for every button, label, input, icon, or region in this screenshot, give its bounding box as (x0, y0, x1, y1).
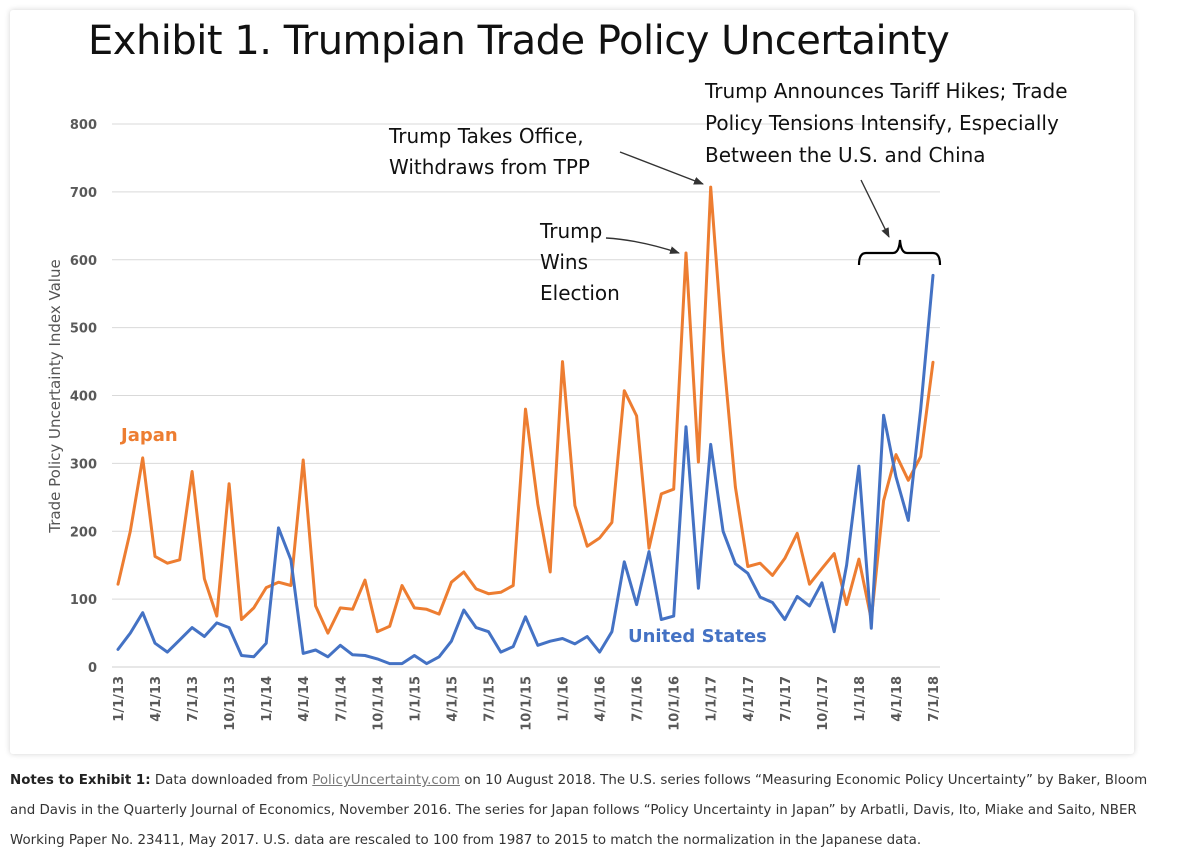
annotation-tariffs: Trump Announces Tariff Hikes; Trade Poli… (704, 79, 1068, 167)
x-tick-label: 7/1/16 (631, 676, 646, 722)
office-arrow (619, 151, 704, 185)
x-tick-label: 4/1/14 (297, 676, 312, 722)
annotation-office: Trump Takes Office, Withdraws from TPP (388, 124, 590, 179)
x-tick-label: 4/1/18 (890, 676, 905, 722)
x-tick-label: 4/1/17 (742, 676, 757, 722)
notes-label: Notes to Exhibit 1: (10, 773, 151, 788)
x-tick-label: 10/1/15 (520, 676, 535, 731)
x-tick-label: 1/1/16 (557, 676, 572, 722)
annotation-tariffs-line3: Between the U.S. and China (705, 143, 986, 167)
y-tick-label: 500 (70, 322, 97, 337)
x-tick-label: 7/1/13 (186, 676, 201, 722)
annotation-election: Trump Wins Election (539, 219, 620, 305)
annotation-election-line1: Trump (539, 219, 602, 243)
annotation-tariffs-line1: Trump Announces Tariff Hikes; Trade (704, 79, 1068, 103)
y-axis-ticks: 0 100 200 300 400 500 600 700 800 (70, 118, 97, 676)
line-chart: 0 100 200 300 400 500 600 700 800 1/1/13 4/1/13 7/… (46, 79, 1068, 731)
y-tick-label: 200 (70, 525, 97, 540)
chart-title: Exhibit 1. Trumpian Trade Policy Uncerta… (88, 18, 950, 64)
x-tick-label: 10/1/13 (223, 676, 238, 731)
japan-series-label: Japan (119, 425, 178, 446)
annotation-election-line3: Election (540, 281, 620, 305)
x-tick-label: 4/1/13 (149, 676, 164, 722)
x-tick-label: 1/1/18 (853, 676, 868, 722)
annotation-office-line1: Trump Takes Office, (388, 124, 584, 148)
annotation-office-line2: Withdraws from TPP (389, 155, 590, 179)
annotation-tariffs-line2: Policy Tensions Intensify, Especially (705, 111, 1059, 135)
x-tick-label: 10/1/17 (816, 676, 831, 731)
x-tick-label: 7/1/15 (482, 676, 497, 722)
annotation-election-line2: Wins (540, 250, 588, 274)
japan-series-line (116, 185, 935, 635)
x-tick-label: 4/1/15 (445, 676, 460, 722)
y-tick-label: 100 (70, 593, 97, 608)
tariffs-bracket (857, 239, 942, 266)
x-tick-label: 4/1/16 (594, 676, 609, 722)
y-tick-label: 0 (88, 661, 97, 676)
x-axis-ticks: 1/1/13 4/1/13 7/1/13 10/1/13 1/1/14 4/1/14 7/1… (112, 676, 942, 731)
x-tick-label: 10/1/14 (371, 676, 386, 731)
x-tick-label: 1/1/14 (260, 676, 275, 722)
y-tick-label: 800 (70, 118, 97, 133)
us-series-line (116, 273, 935, 666)
y-tick-label: 700 (70, 186, 97, 201)
y-tick-label: 600 (70, 254, 97, 269)
y-tick-label: 300 (70, 457, 97, 472)
x-tick-label: 7/1/17 (779, 676, 794, 722)
x-tick-label: 10/1/16 (668, 676, 683, 731)
x-tick-label: 1/1/13 (112, 676, 127, 722)
policy-uncertainty-link[interactable]: PolicyUncertainty.com (312, 773, 460, 788)
notes-paragraph: Notes to Exhibit 1: Data downloaded from… (10, 766, 1175, 856)
x-tick-label: 7/1/14 (334, 676, 349, 722)
notes-text-2: on 10 August 2018. The U.S. series follo… (10, 773, 1148, 848)
x-tick-label: 7/1/18 (927, 676, 942, 722)
y-axis-label: Trade Policy Uncertainty Index Value (46, 259, 64, 533)
x-tick-label: 1/1/15 (408, 676, 423, 722)
y-tick-label: 400 (70, 390, 97, 405)
series-lines (116, 185, 935, 666)
x-tick-label: 1/1/17 (705, 676, 720, 722)
tariffs-arrow (860, 179, 890, 238)
gridlines (112, 123, 940, 668)
election-arrow (605, 237, 680, 254)
us-series-label: United States (628, 626, 767, 647)
notes-text-1: Data downloaded from (150, 773, 313, 788)
